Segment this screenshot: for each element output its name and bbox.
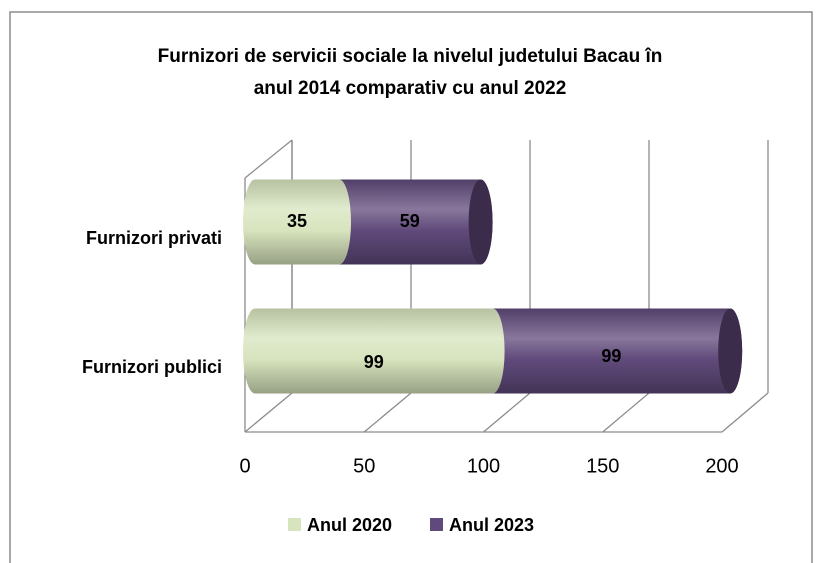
wall-edge xyxy=(244,139,293,179)
x-tick-label: 200 xyxy=(705,455,738,477)
x-tick-label: 0 xyxy=(239,455,250,477)
y-tick-label: Furnizori publici xyxy=(82,357,222,377)
x-tick-label: 50 xyxy=(353,455,375,477)
bar-segment xyxy=(492,308,743,394)
chart-title: Furnizori de servicii sociale la nivelul… xyxy=(158,46,663,67)
legend-label: Anul 2020 xyxy=(307,515,392,535)
bar-segment xyxy=(339,179,493,265)
value-label: 99 xyxy=(364,352,384,372)
x-tick-label: 150 xyxy=(586,455,619,477)
chart-title: anul 2014 comparativ cu anul 2022 xyxy=(254,78,567,99)
floor-grid-line xyxy=(363,392,412,433)
y-tick-label: Furnizori privati xyxy=(86,228,222,248)
bar-end-cap xyxy=(468,179,493,265)
value-label: 35 xyxy=(287,211,307,231)
legend-swatch xyxy=(430,518,443,531)
legend-label: Anul 2023 xyxy=(449,515,534,535)
floor-grid-line xyxy=(244,392,293,433)
floor-grid-line xyxy=(483,392,531,433)
bar-segment xyxy=(243,308,505,394)
value-label: 99 xyxy=(601,346,621,366)
bar-end-cap xyxy=(718,308,743,394)
bar-segment xyxy=(243,179,351,265)
value-label: 59 xyxy=(400,211,420,231)
floor-grid-line xyxy=(602,392,650,433)
floor-grid-line xyxy=(721,392,769,433)
x-tick-label: 100 xyxy=(467,455,500,477)
legend-swatch xyxy=(288,518,301,531)
